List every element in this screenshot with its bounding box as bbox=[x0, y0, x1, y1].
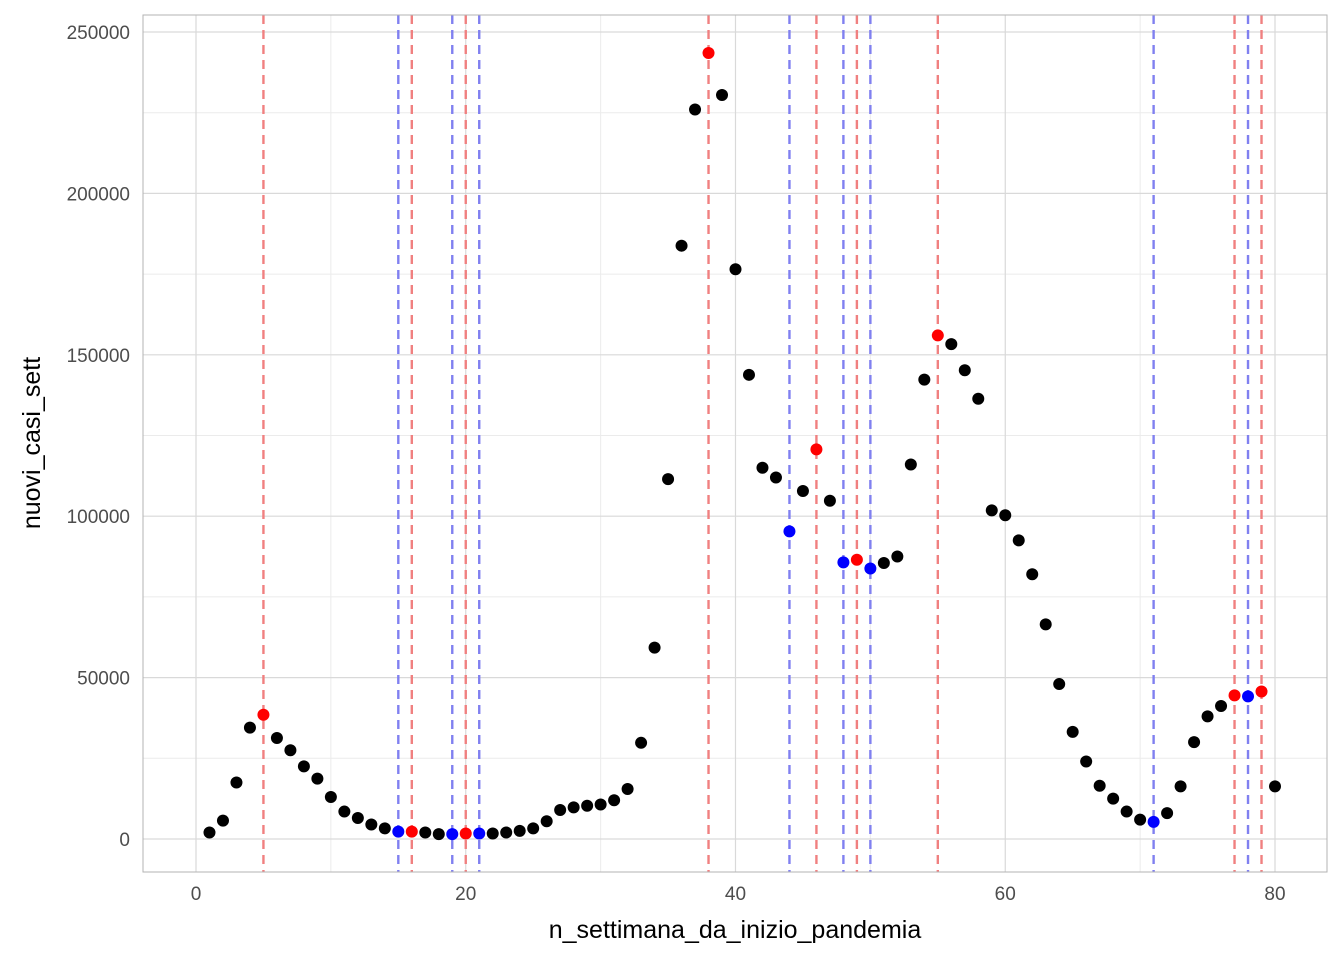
data-point bbox=[1201, 710, 1214, 723]
data-point bbox=[1107, 792, 1120, 805]
data-point bbox=[729, 263, 742, 276]
data-point bbox=[756, 461, 769, 474]
data-point bbox=[958, 364, 971, 377]
y-tick-label: 0 bbox=[119, 830, 130, 851]
data-point bbox=[1269, 780, 1281, 793]
data-point bbox=[365, 818, 378, 831]
data-point bbox=[1093, 779, 1106, 792]
data-point bbox=[1161, 807, 1174, 820]
data-point bbox=[1215, 700, 1228, 713]
data-point bbox=[216, 814, 229, 827]
local-minimum-point bbox=[1242, 690, 1255, 703]
y-tick-label: 150000 bbox=[67, 346, 130, 367]
x-axis-tick-labels: 0 20 40 60 80 bbox=[191, 884, 1286, 905]
x-axis-title: n_settimana_da_inizio_pandemia bbox=[549, 916, 922, 944]
vertical-reference-lines bbox=[262, 15, 1263, 872]
local-minimum-point bbox=[1147, 815, 1160, 828]
y-tick-label: 50000 bbox=[77, 669, 130, 690]
x-tick-label: 80 bbox=[1264, 884, 1285, 905]
data-point bbox=[689, 103, 702, 116]
data-point bbox=[486, 827, 499, 840]
data-point bbox=[540, 815, 553, 828]
local-maximum-point bbox=[257, 708, 270, 721]
data-point bbox=[716, 88, 729, 101]
local-minimum-point bbox=[783, 525, 796, 538]
local-maximum-point bbox=[459, 827, 472, 840]
data-point bbox=[769, 471, 782, 484]
local-minimum-point bbox=[392, 825, 405, 838]
local-maximum-point bbox=[1255, 685, 1268, 698]
data-point bbox=[608, 794, 621, 807]
data-point bbox=[311, 772, 324, 785]
x-tick-label: 40 bbox=[725, 884, 746, 905]
data-point bbox=[203, 826, 216, 839]
data-point bbox=[284, 744, 297, 757]
local-maximum-point bbox=[931, 329, 944, 342]
local-minimum-point bbox=[837, 556, 850, 569]
y-axis-tick-labels: 0 50000 100000 150000 200000 250000 bbox=[67, 23, 130, 851]
local-minimum-point bbox=[473, 827, 486, 840]
data-point bbox=[1174, 780, 1187, 793]
data-point bbox=[891, 550, 904, 563]
data-point bbox=[567, 801, 580, 814]
data-point bbox=[621, 782, 634, 795]
data-point bbox=[1039, 618, 1052, 631]
local-minimum-point bbox=[864, 562, 877, 575]
local-maximum-point bbox=[1228, 689, 1241, 702]
y-tick-label: 250000 bbox=[67, 23, 130, 44]
data-point bbox=[1134, 813, 1147, 826]
data-point bbox=[554, 803, 567, 816]
data-point bbox=[500, 826, 513, 839]
x-tick-label: 60 bbox=[995, 884, 1016, 905]
y-tick-label: 200000 bbox=[67, 184, 130, 205]
data-point bbox=[230, 776, 243, 789]
data-point bbox=[270, 731, 283, 744]
data-point bbox=[594, 798, 607, 811]
data-point bbox=[1012, 534, 1025, 547]
data-point bbox=[243, 721, 256, 734]
local-maximum-point bbox=[810, 443, 823, 456]
data-point bbox=[662, 473, 675, 486]
data-point bbox=[904, 458, 917, 471]
data-point bbox=[324, 791, 337, 804]
data-point bbox=[742, 368, 755, 381]
data-point bbox=[796, 485, 809, 498]
data-point bbox=[985, 504, 998, 517]
data-point bbox=[1066, 725, 1079, 738]
data-point bbox=[877, 557, 890, 570]
y-axis-title: nuovi_casi_sett bbox=[18, 357, 46, 529]
local-maximum-point bbox=[850, 553, 863, 566]
local-maximum-point bbox=[405, 825, 418, 838]
plot-panel-border bbox=[142, 14, 1328, 873]
data-point bbox=[378, 822, 391, 835]
data-points bbox=[203, 46, 1281, 841]
data-point bbox=[297, 760, 310, 773]
data-point bbox=[1188, 736, 1201, 749]
x-tick-label: 0 bbox=[191, 884, 202, 905]
data-point bbox=[999, 509, 1012, 522]
local-minimum-point bbox=[446, 828, 459, 841]
data-point bbox=[1080, 755, 1093, 768]
data-point bbox=[1026, 568, 1039, 581]
data-point bbox=[972, 392, 985, 405]
data-point bbox=[635, 736, 648, 749]
data-point bbox=[581, 799, 594, 812]
data-point bbox=[675, 239, 688, 252]
data-point bbox=[918, 373, 931, 386]
data-point bbox=[527, 822, 540, 835]
data-point bbox=[351, 812, 364, 825]
data-point bbox=[945, 338, 958, 351]
data-point bbox=[338, 805, 351, 818]
data-point bbox=[513, 824, 526, 837]
data-point bbox=[419, 826, 432, 839]
y-tick-label: 100000 bbox=[67, 507, 130, 528]
x-tick-label: 20 bbox=[455, 884, 476, 905]
data-point bbox=[1120, 805, 1133, 818]
local-maximum-point bbox=[702, 46, 715, 59]
data-point bbox=[648, 641, 661, 654]
data-point bbox=[1053, 678, 1066, 691]
data-point bbox=[823, 494, 836, 507]
data-point bbox=[432, 828, 445, 841]
